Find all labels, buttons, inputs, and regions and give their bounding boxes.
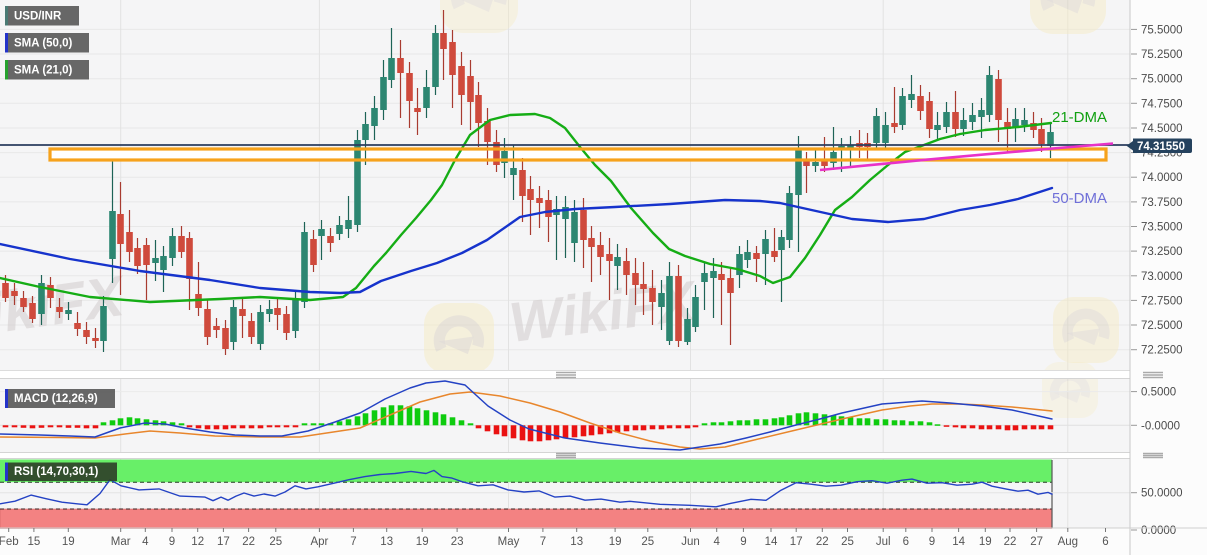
svg-text:13: 13 [570, 536, 583, 548]
svg-text:MACD (12,26,9): MACD (12,26,9) [14, 393, 98, 405]
svg-text:14: 14 [952, 536, 965, 548]
svg-text:25: 25 [269, 536, 282, 548]
svg-text:4: 4 [713, 536, 720, 548]
svg-text:72.2500: 72.2500 [1141, 345, 1183, 357]
svg-text:73.7500: 73.7500 [1141, 197, 1183, 209]
svg-text:9: 9 [929, 536, 935, 548]
svg-text:19: 19 [62, 536, 75, 548]
svg-text:21-DMA: 21-DMA [1052, 109, 1107, 126]
svg-text:Jul: Jul [876, 536, 891, 548]
svg-text:SMA (50,0): SMA (50,0) [14, 38, 73, 50]
svg-text:Aug: Aug [1058, 536, 1078, 548]
svg-text:50.0000: 50.0000 [1141, 488, 1183, 500]
svg-text:6: 6 [1102, 536, 1108, 548]
svg-text:-0.0000: -0.0000 [1141, 420, 1180, 432]
svg-text:14: 14 [765, 536, 778, 548]
svg-text:SMA (21,0): SMA (21,0) [14, 65, 73, 77]
svg-text:9: 9 [740, 536, 746, 548]
svg-text:Mar: Mar [111, 536, 131, 548]
svg-text:9: 9 [169, 536, 175, 548]
svg-text:17: 17 [217, 536, 230, 548]
svg-text:19: 19 [979, 536, 992, 548]
svg-text:Apr: Apr [310, 536, 328, 548]
svg-text:72.5000: 72.5000 [1141, 320, 1183, 332]
svg-text:0.5000: 0.5000 [1141, 387, 1176, 399]
svg-text:19: 19 [609, 536, 622, 548]
svg-text:22: 22 [1004, 536, 1017, 548]
svg-text:74.5000: 74.5000 [1141, 123, 1183, 135]
svg-text:Jun: Jun [681, 536, 700, 548]
svg-text:73.2500: 73.2500 [1141, 246, 1183, 258]
svg-text:0.0000: 0.0000 [1141, 525, 1176, 537]
svg-text:RSI (14,70,30,1): RSI (14,70,30,1) [14, 466, 99, 478]
svg-text:Feb: Feb [0, 536, 19, 548]
svg-text:6: 6 [903, 536, 909, 548]
svg-text:22: 22 [816, 536, 829, 548]
svg-text:72.7500: 72.7500 [1141, 295, 1183, 307]
svg-text:May: May [498, 536, 520, 548]
svg-text:22: 22 [242, 536, 255, 548]
svg-text:27: 27 [1030, 536, 1043, 548]
svg-text:7: 7 [540, 536, 546, 548]
svg-text:USD/INR: USD/INR [14, 11, 62, 23]
svg-text:23: 23 [451, 536, 464, 548]
svg-text:13: 13 [380, 536, 393, 548]
svg-text:75.5000: 75.5000 [1141, 24, 1183, 36]
svg-text:12: 12 [191, 536, 204, 548]
svg-text:15: 15 [28, 536, 41, 548]
svg-text:73.5000: 73.5000 [1141, 222, 1183, 234]
svg-text:4: 4 [142, 536, 149, 548]
svg-text:74.0000: 74.0000 [1141, 172, 1183, 184]
svg-text:74.7500: 74.7500 [1141, 98, 1183, 110]
svg-text:19: 19 [416, 536, 429, 548]
svg-text:7: 7 [350, 536, 356, 548]
svg-text:17: 17 [790, 536, 803, 548]
svg-text:73.0000: 73.0000 [1141, 271, 1183, 283]
svg-text:50-DMA: 50-DMA [1052, 190, 1107, 207]
svg-text:25: 25 [841, 536, 854, 548]
svg-text:74.31550: 74.31550 [1137, 141, 1185, 153]
svg-text:25: 25 [641, 536, 654, 548]
svg-text:75.2500: 75.2500 [1141, 49, 1183, 61]
svg-text:75.0000: 75.0000 [1141, 74, 1183, 86]
